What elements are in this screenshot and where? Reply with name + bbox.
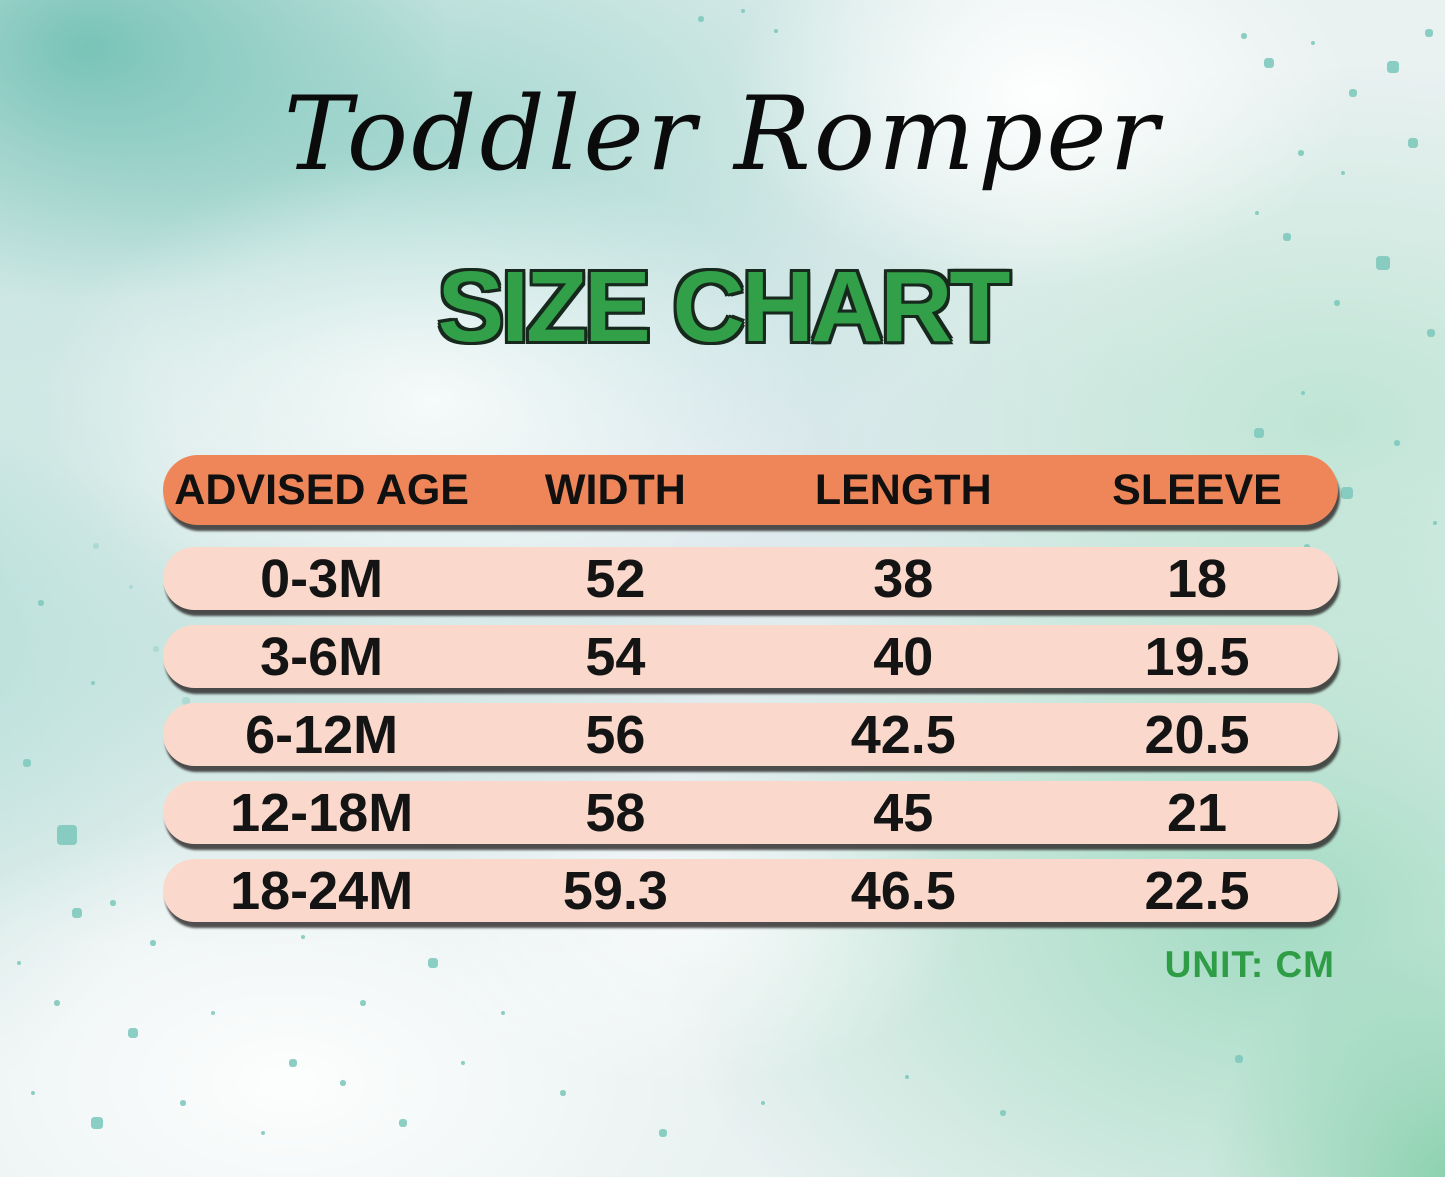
cell-advised-age: 0-3M [260, 548, 384, 609]
size-chart-subtitle: SIZE CHART [437, 251, 1011, 363]
table-row: 0-3M 52 38 18 [163, 547, 1338, 610]
table-row: 18-24M 59.3 46.5 22.5 [163, 859, 1338, 922]
cell-length: 46.5 [850, 860, 956, 921]
cell-width: 59.3 [562, 860, 668, 921]
cell-sleeve: 20.5 [1144, 704, 1250, 765]
cell-sleeve: 18 [1166, 548, 1228, 609]
cell-advised-age: 6-12M [245, 704, 399, 765]
header-width: WIDTH [544, 465, 686, 514]
cell-width: 56 [585, 704, 646, 765]
cell-length: 45 [873, 782, 934, 843]
cell-sleeve: 22.5 [1144, 860, 1250, 921]
cell-length: 42.5 [850, 704, 956, 765]
cell-advised-age: 3-6M [260, 626, 384, 687]
page-title: Toddler Romper [283, 75, 1162, 194]
cell-sleeve: 21 [1166, 782, 1228, 843]
header-sleeve: SLEEVE [1112, 465, 1282, 514]
table-row: 3-6M 54 40 19.5 [163, 625, 1338, 688]
header-advised-age: ADVISED AGE [174, 465, 469, 514]
cell-width: 58 [585, 782, 646, 843]
cell-length: 38 [873, 548, 934, 609]
table-row: 12-18M 58 45 21 [163, 781, 1338, 844]
cell-length: 40 [873, 626, 934, 687]
cell-advised-age: 18-24M [230, 860, 414, 921]
table-row: 6-12M 56 42.5 20.5 [163, 703, 1338, 766]
unit-label: UNIT: CM [1164, 944, 1335, 985]
table-header-row: ADVISED AGE WIDTH LENGTH SLEEVE [163, 455, 1338, 525]
cell-sleeve: 19.5 [1144, 626, 1250, 687]
cell-advised-age: 12-18M [230, 782, 414, 843]
watercolor-speckles-faint [0, 0, 2, 2]
cell-width: 54 [585, 626, 646, 687]
cell-width: 52 [585, 548, 646, 609]
header-length: LENGTH [814, 465, 992, 514]
size-table: ADVISED AGE WIDTH LENGTH SLEEVE 0-3M 52 … [163, 455, 1338, 922]
